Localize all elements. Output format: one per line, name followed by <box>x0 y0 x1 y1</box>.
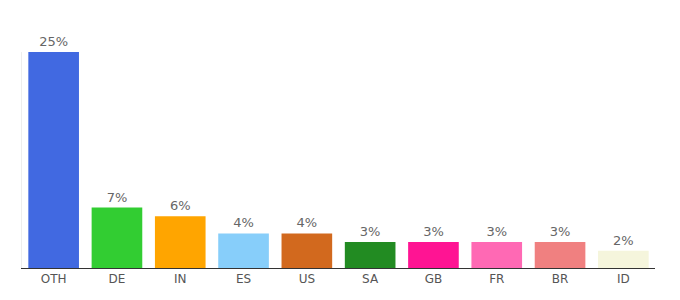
svg-text:ES: ES <box>236 272 251 286</box>
svg-text:OTH: OTH <box>41 272 67 286</box>
svg-text:2%: 2% <box>613 233 634 248</box>
svg-text:FR: FR <box>489 272 504 286</box>
svg-text:3%: 3% <box>423 224 444 239</box>
svg-text:4%: 4% <box>233 215 254 230</box>
svg-text:3%: 3% <box>550 224 571 239</box>
svg-text:25%: 25% <box>39 34 68 49</box>
svg-text:ID: ID <box>617 272 630 286</box>
svg-text:SA: SA <box>362 272 379 286</box>
svg-text:3%: 3% <box>486 224 507 239</box>
svg-text:DE: DE <box>109 272 126 286</box>
svg-text:4%: 4% <box>297 215 318 230</box>
svg-text:BR: BR <box>552 272 569 286</box>
svg-text:IN: IN <box>174 272 187 286</box>
svg-text:GB: GB <box>425 272 443 286</box>
svg-text:7%: 7% <box>107 190 128 205</box>
svg-text:6%: 6% <box>170 198 191 213</box>
svg-text:US: US <box>299 272 315 286</box>
svg-text:3%: 3% <box>360 224 381 239</box>
